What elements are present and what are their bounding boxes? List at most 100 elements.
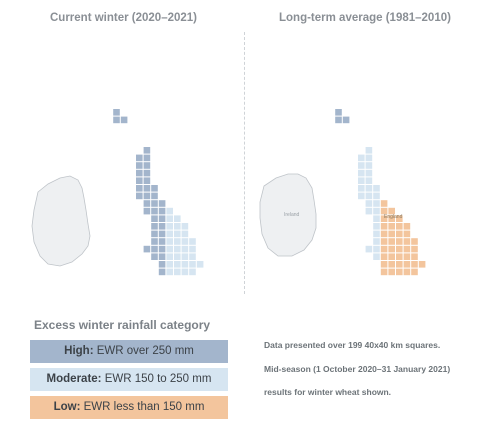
grid-square	[365, 185, 373, 192]
grid-square	[396, 215, 403, 222]
grid-square	[403, 223, 411, 230]
grid-square	[143, 162, 151, 169]
legend-moderate: Moderate: EWR 150 to 250 mm	[30, 368, 228, 391]
grid-square	[174, 215, 181, 222]
map-long-term-average: Ireland England	[259, 109, 426, 276]
grid-square	[403, 268, 411, 276]
map-current-winter	[31, 109, 204, 276]
grid-square	[380, 261, 388, 268]
grid-square	[166, 253, 173, 260]
grid-square	[143, 177, 151, 184]
grid-square	[143, 207, 151, 215]
grid-square	[181, 245, 189, 253]
grid-square	[151, 223, 158, 230]
ireland-outline	[31, 175, 91, 267]
grid-square	[380, 207, 388, 215]
grid-square	[174, 261, 181, 268]
grid-square	[151, 185, 158, 192]
grid-square	[151, 192, 158, 200]
grid-square	[181, 238, 189, 245]
grid-square	[189, 238, 196, 245]
grid-square	[373, 207, 380, 215]
legend-low: Low: EWR less than 150 mm	[30, 396, 228, 419]
grid-square	[158, 261, 166, 268]
grid-square	[358, 154, 365, 162]
grid-square	[403, 238, 411, 245]
grid-square	[418, 261, 426, 268]
grid-square	[136, 192, 143, 200]
england-label: England	[384, 214, 403, 220]
grid-square	[143, 154, 151, 162]
grid-square	[396, 245, 403, 253]
grid-square	[158, 207, 166, 215]
grid-square	[373, 215, 380, 222]
grid-square	[358, 185, 365, 192]
grid-square	[365, 169, 373, 177]
grid-square	[174, 238, 181, 245]
grid-square	[396, 230, 403, 238]
grid-square	[136, 177, 143, 184]
grid-square	[396, 261, 403, 268]
grid-square	[396, 253, 403, 260]
grid-square	[158, 253, 166, 260]
grid-square	[136, 169, 143, 177]
grid-square	[166, 207, 173, 215]
grid-square	[380, 215, 388, 222]
grid-square	[158, 223, 166, 230]
grid-square	[388, 253, 395, 260]
grid-square	[396, 223, 403, 230]
grid-square	[151, 245, 158, 253]
grid-square	[380, 268, 388, 276]
map-divider	[244, 32, 245, 294]
grid-square	[181, 261, 189, 268]
grid-square	[373, 253, 380, 260]
title-current-winter: Current winter (2020–2021)	[50, 12, 198, 24]
grid-square	[158, 238, 166, 245]
grid-square	[151, 200, 158, 207]
grid-square	[174, 253, 181, 260]
grid-square	[365, 177, 373, 184]
grid-square	[388, 268, 395, 276]
grid-square	[373, 238, 380, 245]
legend-low-label: Low:	[53, 401, 81, 413]
gb-squares-current	[113, 109, 204, 276]
grid-square	[143, 147, 151, 154]
legend-low-text: EWR less than 150 mm	[80, 401, 205, 413]
grid-square	[166, 223, 173, 230]
grid-square	[388, 238, 395, 245]
legend-high-text: EWR over 250 mm	[93, 345, 194, 357]
grid-square	[403, 245, 411, 253]
grid-square	[388, 261, 395, 268]
grid-square	[189, 253, 196, 260]
grid-square	[403, 261, 411, 268]
note-line-3: results for winter wheat shown.	[264, 387, 392, 397]
grid-square	[151, 230, 158, 238]
grid-square	[365, 207, 373, 215]
grid-square	[136, 185, 143, 192]
note-line-2: Mid-season (1 October 2020–31 January 20…	[264, 364, 451, 374]
grid-square	[396, 238, 403, 245]
title-long-term-average: Long-term average (1981–2010)	[279, 12, 451, 24]
grid-square	[358, 177, 365, 184]
grid-square	[373, 192, 380, 200]
grid-square	[365, 154, 373, 162]
grid-square	[411, 253, 418, 260]
grid-square	[380, 223, 388, 230]
grid-square	[380, 253, 388, 260]
grid-square	[373, 223, 380, 230]
grid-square	[143, 192, 151, 200]
grid-square	[380, 245, 388, 253]
grid-square	[396, 268, 403, 276]
grid-square	[373, 230, 380, 238]
grid-square	[143, 169, 151, 177]
grid-square	[342, 116, 350, 124]
grid-square	[181, 230, 189, 238]
grid-square	[335, 109, 342, 116]
grid-square	[136, 154, 143, 162]
legend-title: Excess winter rainfall category	[34, 318, 211, 332]
grid-square	[181, 223, 189, 230]
grid-square	[113, 109, 120, 116]
gb-squares-average	[335, 109, 426, 276]
grid-square	[411, 245, 418, 253]
grid-square	[158, 268, 166, 276]
